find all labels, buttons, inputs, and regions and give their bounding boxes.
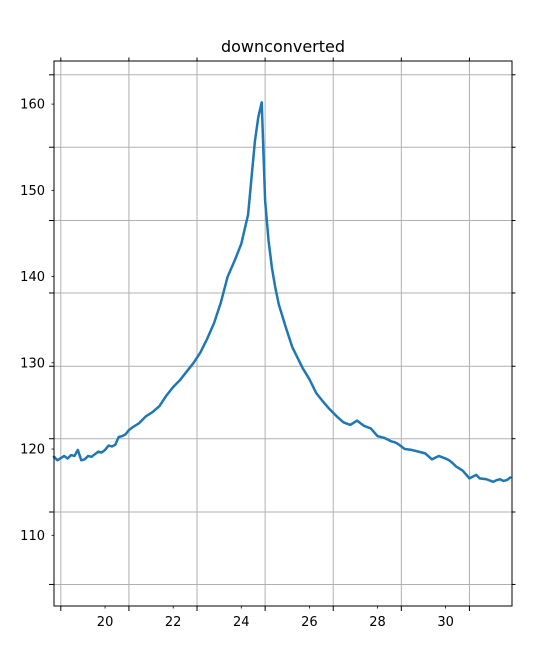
x-tick-label: 24 (233, 615, 250, 630)
y-tick-label: 110 (20, 529, 45, 544)
chart-title: downconverted (221, 37, 345, 56)
y-tick-label: 140 (20, 270, 45, 285)
y-tick-label: 160 (20, 98, 45, 113)
grid-layer (54, 61, 512, 606)
x-tick-label: 30 (437, 615, 454, 630)
y-tick-label: 150 (20, 184, 45, 199)
x-tick-label: 26 (301, 615, 318, 630)
x-tick-label: 22 (165, 615, 182, 630)
x-tick-label: 20 (97, 615, 114, 630)
y-tick-label: 130 (20, 356, 45, 371)
plot-frame (53, 60, 513, 607)
series-line (52, 101, 512, 484)
y-tick-label: 120 (20, 443, 45, 458)
tick-layer: 20 22 24 26 28 30 110 120 130 140 150 160 (20, 57, 516, 630)
x-tick-label: 28 (369, 615, 386, 630)
